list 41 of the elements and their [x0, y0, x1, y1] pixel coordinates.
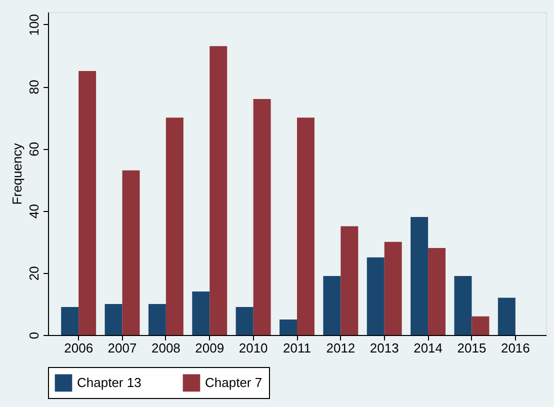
x-tick-label: 2011: [283, 340, 311, 356]
y-tick-label: 20: [26, 266, 42, 281]
x-tick-label: 2014: [414, 340, 443, 356]
bar: [61, 307, 79, 335]
y-tick-label: 0: [26, 332, 42, 340]
y-tick-label: 40: [26, 204, 42, 219]
bar: [166, 118, 184, 335]
bar: [122, 170, 140, 335]
bar: [410, 216, 428, 335]
bar: [236, 307, 254, 335]
x-tick-label: 2016: [500, 340, 530, 356]
bar: [366, 257, 384, 335]
bar: [210, 46, 228, 335]
legend-label: Chapter 13: [77, 374, 142, 390]
y-tick-label: 60: [26, 142, 42, 156]
y-axis-title: Frequency: [10, 142, 24, 205]
bar: [323, 276, 341, 335]
x-tick-label: 2015: [457, 340, 486, 356]
x-tick-label: 2007: [108, 340, 137, 356]
bar: [253, 98, 271, 335]
y-tick-label: 100: [26, 14, 42, 36]
x-tick-label: 2010: [238, 340, 268, 356]
y-tick-label: 80: [26, 80, 42, 94]
bar: [297, 118, 314, 335]
bar: [280, 319, 297, 335]
bar: [340, 226, 358, 335]
x-tick-label: 2009: [195, 340, 224, 356]
x-tick-label: 2013: [370, 340, 399, 356]
bar: [148, 304, 166, 335]
bar: [384, 242, 402, 335]
x-tick-label: 2006: [64, 340, 94, 356]
bar: [78, 71, 96, 335]
bar: [104, 304, 122, 335]
bar: [454, 276, 472, 335]
bar: [472, 316, 490, 335]
bar: [192, 292, 210, 335]
x-tick-label: 2008: [151, 340, 180, 356]
bar: [428, 248, 446, 335]
x-tick-label: 2012: [326, 340, 356, 356]
legend-label: Chapter 7: [205, 374, 262, 390]
bar: [498, 298, 516, 335]
